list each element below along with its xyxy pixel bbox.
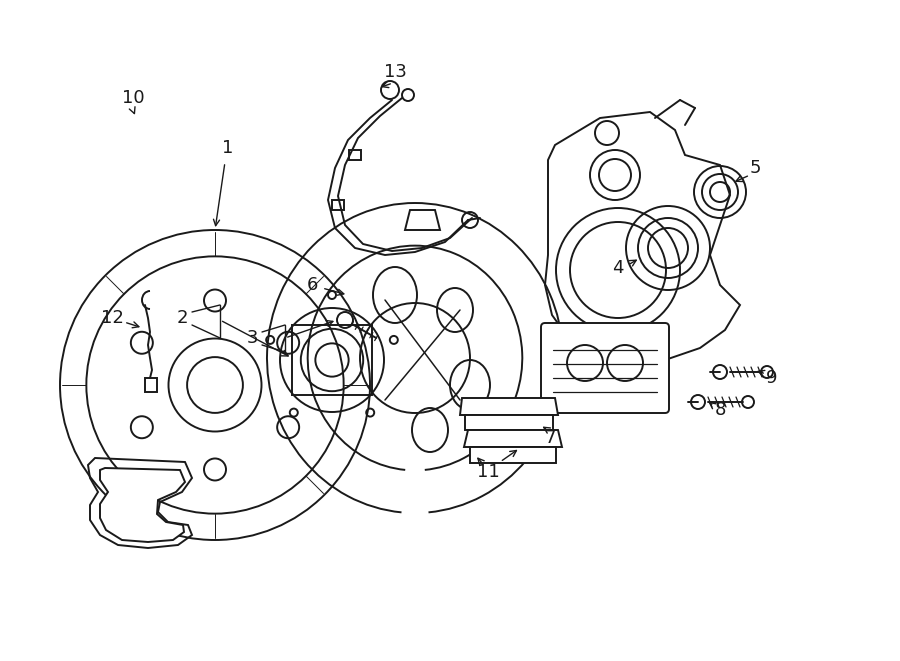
Text: 3: 3	[247, 329, 257, 347]
Bar	[145, 378, 157, 392]
Polygon shape	[545, 112, 740, 365]
Text: 9: 9	[766, 369, 778, 387]
Polygon shape	[470, 447, 556, 463]
Text: 5: 5	[749, 159, 760, 177]
Polygon shape	[464, 430, 562, 447]
Text: 1: 1	[222, 139, 234, 157]
Text: 11: 11	[477, 463, 500, 481]
Text: 7: 7	[544, 429, 556, 447]
Polygon shape	[100, 468, 185, 542]
Text: 13: 13	[383, 63, 407, 81]
Text: 8: 8	[715, 401, 725, 419]
Text: 10: 10	[122, 89, 144, 107]
Polygon shape	[465, 415, 553, 430]
Text: 6: 6	[306, 276, 318, 294]
FancyBboxPatch shape	[541, 323, 669, 413]
Text: 4: 4	[612, 259, 624, 277]
Text: 2: 2	[176, 309, 188, 327]
Text: 12: 12	[101, 309, 123, 327]
Bar	[349, 150, 361, 160]
Bar	[332, 200, 344, 210]
Polygon shape	[460, 398, 558, 415]
Polygon shape	[88, 458, 192, 548]
